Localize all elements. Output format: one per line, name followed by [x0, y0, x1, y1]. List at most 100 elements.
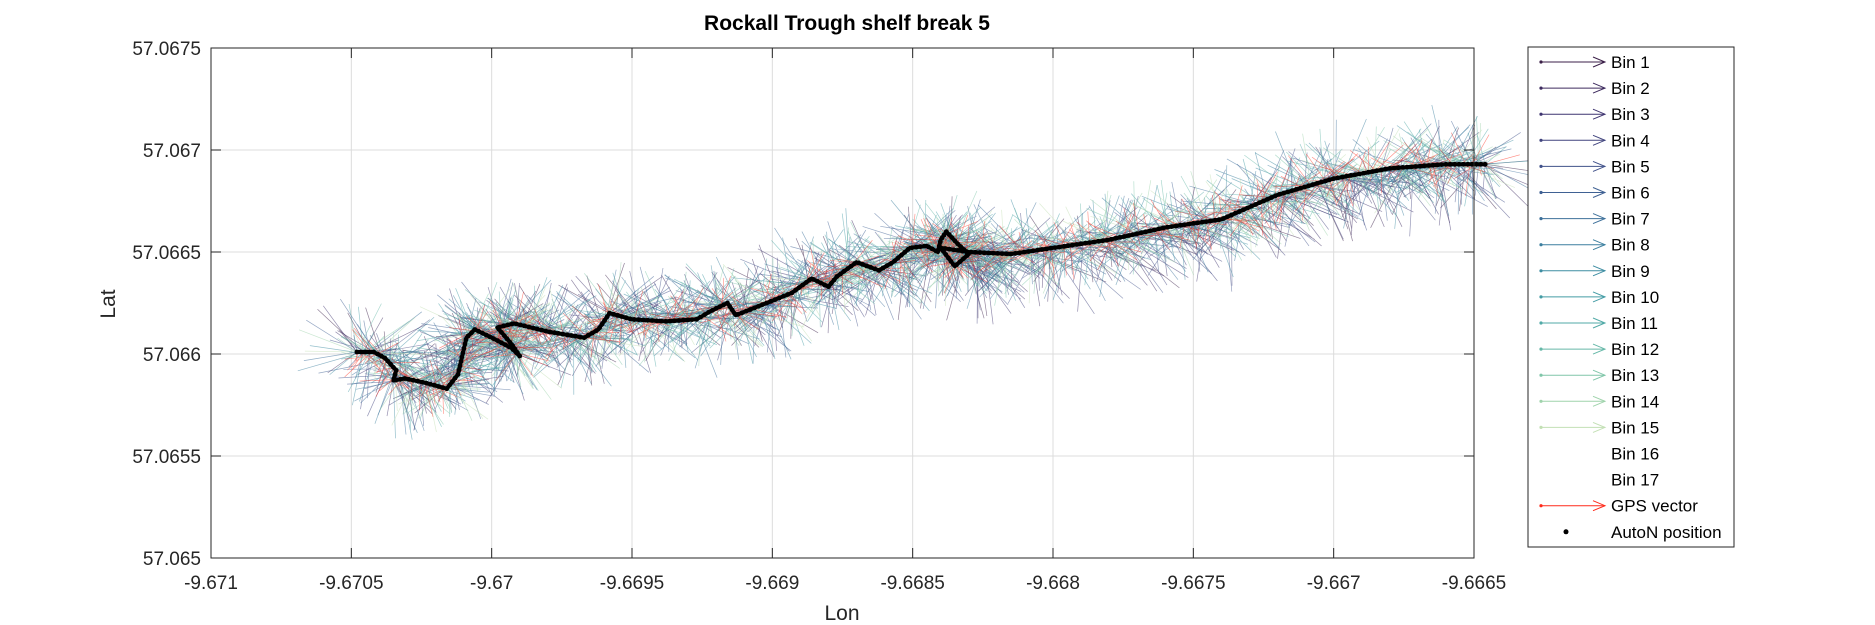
auton-position-point: [811, 277, 816, 282]
auton-position-point: [602, 318, 607, 323]
auton-position-point: [1233, 210, 1238, 216]
auton-position-point: [946, 232, 952, 238]
auton-position-point: [514, 350, 520, 355]
auton-position-point: [503, 342, 508, 348]
auton-position-point: [957, 259, 963, 265]
auton-position-point: [1265, 196, 1270, 202]
auton-position-point: [1195, 220, 1201, 226]
auton-position-point: [752, 305, 757, 311]
legend-item: Bin 9: [1539, 262, 1650, 281]
auton-position-point: [981, 250, 987, 256]
x-tick-label: -9.6685: [880, 573, 944, 594]
auton-position-point: [1035, 247, 1040, 253]
gps-vectors: [344, 132, 1520, 417]
auton-position-point: [781, 293, 786, 299]
legend-label: Bin 5: [1611, 157, 1650, 176]
legend-label: Bin 2: [1611, 79, 1650, 98]
auton-position-point: [1452, 161, 1458, 167]
auton-position-point: [551, 330, 557, 335]
auton-position-point: [1237, 209, 1242, 214]
auton-position-point: [1298, 185, 1303, 191]
auton-position-point: [868, 265, 874, 270]
auton-position-point: [499, 330, 504, 335]
auton-position-point: [814, 278, 820, 284]
auton-position-point: [735, 312, 741, 317]
x-axis-label: Lon: [824, 602, 859, 625]
auton-position-point: [706, 309, 711, 315]
legend-arrow-head: [1592, 421, 1607, 433]
auton-position-point: [564, 332, 570, 338]
legend-arrow-head: [1592, 395, 1607, 407]
legend-arrow-head: [1592, 134, 1607, 146]
auton-position-point: [1409, 164, 1414, 170]
auton-position-point: [501, 333, 507, 338]
auton-position-point: [899, 252, 904, 258]
auton-position-point: [627, 316, 633, 322]
auton-position-point: [444, 386, 450, 392]
legend-arrow-head: [1592, 187, 1607, 198]
auton-position-point: [1126, 233, 1131, 238]
auton-position-point: [1339, 174, 1345, 180]
auton-position-point: [848, 263, 854, 269]
chart-title: Rockall Trough shelf break 5: [704, 12, 990, 35]
auton-position-point: [1400, 165, 1406, 170]
auton-position-point: [518, 322, 523, 328]
auton-position-point: [961, 256, 966, 261]
auton-position-point: [1156, 226, 1162, 232]
auton-position-point: [388, 361, 393, 367]
x-tick-label: -9.668: [1026, 573, 1080, 594]
auton-position-point: [1404, 164, 1410, 170]
y-tick-label: 57.067: [143, 141, 201, 162]
auton-position-point: [1052, 245, 1058, 251]
legend-label: AutoN position: [1611, 523, 1722, 542]
auton-position-point: [942, 246, 948, 251]
auton-position-point: [1261, 198, 1266, 204]
y-axis-label: Lat: [97, 289, 120, 318]
auton-position-point: [569, 333, 574, 338]
auton-position-point: [943, 252, 949, 257]
auton-position-point: [713, 306, 719, 311]
auton-position-point: [509, 321, 515, 327]
auton-position-point: [1310, 182, 1316, 188]
auton-position-point: [539, 327, 544, 333]
auton-position-point: [385, 358, 391, 364]
auton-position-point: [1061, 244, 1067, 249]
auton-position-point: [951, 247, 957, 253]
auton-position-point: [845, 266, 850, 272]
auton-position-point: [892, 258, 898, 264]
auton-position-point: [1004, 251, 1009, 257]
auton-position-point: [455, 372, 461, 377]
auton-position-point: [1327, 177, 1332, 183]
auton-position-point: [1314, 181, 1320, 186]
legend-arrow-head: [1592, 213, 1607, 225]
auton-position-point: [922, 243, 927, 249]
auton-position-point: [1323, 178, 1328, 184]
auton-position-point: [834, 274, 840, 279]
auton-position-point: [1352, 172, 1358, 178]
auton-position-point: [1165, 224, 1170, 230]
auton-position-point: [1221, 216, 1226, 221]
auton-position-point: [547, 329, 553, 335]
legend-item: AutoN position: [1563, 523, 1722, 542]
auton-position-point: [999, 251, 1005, 256]
auton-position-point: [1083, 240, 1088, 246]
auton-position-point: [796, 285, 802, 290]
auton-position-point: [826, 284, 831, 290]
auton-position-point: [1143, 229, 1149, 235]
legend-marker-dot: [1563, 529, 1569, 535]
auton-position-point: [1095, 238, 1101, 244]
auton-position-point: [1302, 184, 1307, 190]
auton-position-point: [929, 246, 935, 252]
legend-item: Bin 6: [1539, 184, 1650, 203]
auton-position-point: [428, 381, 433, 387]
auton-position-point: [1139, 230, 1144, 236]
auton-position-point: [487, 334, 493, 340]
auton-position-point: [1289, 188, 1295, 194]
legend-item: Bin 15: [1539, 418, 1659, 437]
auton-position-point: [1257, 200, 1262, 206]
auton-position-point: [937, 239, 943, 245]
auton-position-point: [955, 241, 960, 247]
legend-label: GPS vector: [1611, 497, 1698, 516]
auton-position-point: [1147, 228, 1153, 234]
auton-position-point: [913, 244, 919, 250]
